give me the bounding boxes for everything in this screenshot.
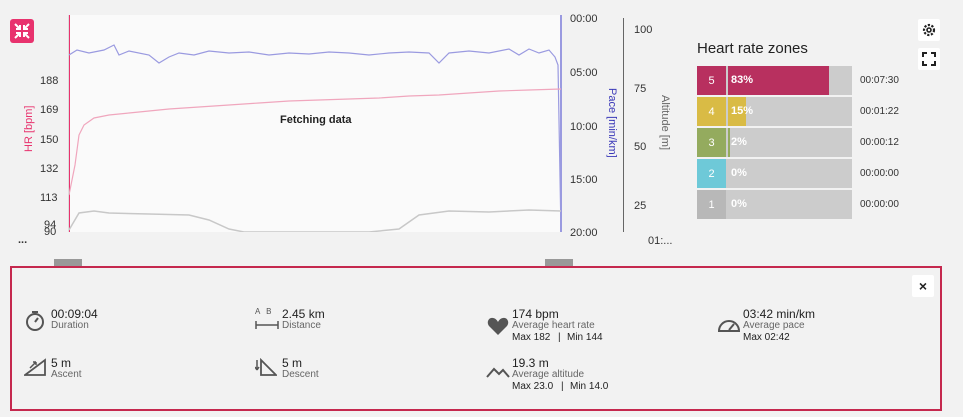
stopwatch-icon [26,311,44,331]
duration-value: 00:09:04 [51,307,98,321]
fullscreen-button[interactable] [918,48,940,70]
descent-label: Descent [282,369,319,380]
heart-rate-value: 174 bpm [512,307,559,321]
distance-label: Distance [282,320,321,331]
altitude-line [69,209,562,232]
zone-time: 00:00:00 [860,168,899,179]
chart-plot-area[interactable] [68,15,562,232]
gear-icon [922,23,936,37]
zone-time: 00:07:30 [860,75,899,86]
altitude-tick: 75 [634,83,647,95]
summary-panel [10,266,942,411]
altitude-label: Average altitude [512,369,585,380]
pace-label: Average pace [743,320,805,331]
speedometer-icon [717,320,741,332]
zone-percent: 83% [731,74,754,86]
heart-rate-min: Min 144 [567,332,603,343]
pace-value: 03:42 min/km [743,307,816,321]
altitude-max: Max 23.0 [512,381,554,392]
zone-time: 00:00:12 [860,137,899,148]
ascent-label: Ascent [51,369,82,380]
altitude-tick: 50 [634,141,647,153]
distance-icon: A B [255,307,279,334]
pace-max: Max 02:42 [743,332,790,343]
fetching-data-overlay: Fetching data [280,114,352,126]
descent-value: 5 m [282,356,303,370]
hr-tick: 132 [40,163,59,175]
settings-button[interactable] [918,19,940,41]
heart-rate-separator: | [558,332,561,343]
zone-row-2: 2 0% [697,159,852,188]
altitude-separator: | [561,381,564,392]
ascent-value: 5 m [51,356,72,370]
pace-line [69,44,562,232]
hr-tick: 169 [40,104,59,116]
zone-percent: 2% [731,136,747,148]
hr-tick: 188 [40,75,59,87]
zone-time: 00:00:00 [860,199,899,210]
pace-tick: 15:00 [570,174,598,186]
pace-axis-label: Pace [min/km] [606,88,618,158]
x-start-label: ... [18,234,28,246]
zone-bar [728,97,746,126]
heart-rate-label: Average heart rate [512,320,595,331]
zone-number: 3 [697,128,726,157]
hr-axis-label: HR [bpm] [23,105,35,152]
collapse-icon [14,23,30,39]
pace-tick: 20:00 [570,227,598,239]
heart-rate-max: Max 182 [512,332,551,343]
x-end-label: 01:... [648,235,673,247]
pace-tick: 10:00 [570,121,598,133]
hr-tick: 90 [44,226,57,238]
minimize-chart-button[interactable] [10,19,34,43]
descent-icon [255,358,277,376]
zone-row-3: 3 2% [697,128,852,157]
pace-tick: 05:00 [570,67,598,79]
zone-percent: 0% [731,198,747,210]
zone-time: 00:01:22 [860,106,899,117]
close-summary-button[interactable]: × [912,275,934,297]
zone-bar [728,66,829,95]
hr-tick: 113 [40,192,58,204]
mountain-icon [486,367,510,378]
zone-number: 1 [697,190,726,219]
altitude-value: 19.3 m [512,356,549,370]
heart-icon [487,317,509,335]
zone-row-5: 5 83% [697,66,852,95]
ascent-icon [24,358,46,376]
hr-tick: 94 [44,219,57,231]
hr-line [69,88,562,196]
altitude-tick: 25 [634,200,647,212]
zone-percent: 15% [731,105,754,117]
altitude-axis-line [623,18,624,232]
zone-row-1: 1 0% [697,190,852,219]
distance-value: 2.45 km [282,307,325,321]
pace-tick: 00:00 [570,13,598,25]
heart-rate-zones-title: Heart rate zones [697,40,808,57]
zone-number: 5 [697,66,726,95]
zone-number: 2 [697,159,726,188]
expand-icon [922,52,936,66]
duration-label: Duration [51,320,89,331]
hr-tick: 150 [40,134,59,146]
zone-bar [728,128,730,157]
altitude-tick: 100 [634,24,653,36]
altitude-axis-label: Altitude [m] [659,95,671,151]
zone-row-4: 4 15% [697,97,852,126]
zone-percent: 0% [731,167,747,179]
zone-number: 4 [697,97,726,126]
altitude-min: Min 14.0 [570,381,609,392]
